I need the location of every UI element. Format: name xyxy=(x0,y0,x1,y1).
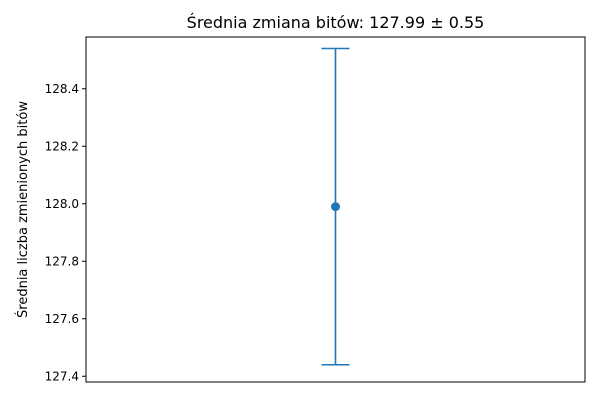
y-tick-label: 128.4 xyxy=(45,82,79,96)
y-tick-label: 127.8 xyxy=(45,254,79,268)
y-tick-label: 127.4 xyxy=(45,369,79,383)
y-tick-label: 127.6 xyxy=(45,312,79,326)
plot-frame xyxy=(85,36,586,383)
y-tick-label: 128.0 xyxy=(45,197,79,211)
chart-title: Średnia zmiana bitów: 127.99 ± 0.55 xyxy=(187,13,485,32)
y-axis-ticks: 127.4 127.6 127.8 128.0 128.2 128.4 xyxy=(45,82,86,383)
y-axis-label: Średnia liczba zmienionych bitów xyxy=(15,101,31,318)
data-point xyxy=(331,202,340,212)
data-marks xyxy=(321,47,350,366)
y-tick-label: 128.2 xyxy=(45,139,79,153)
